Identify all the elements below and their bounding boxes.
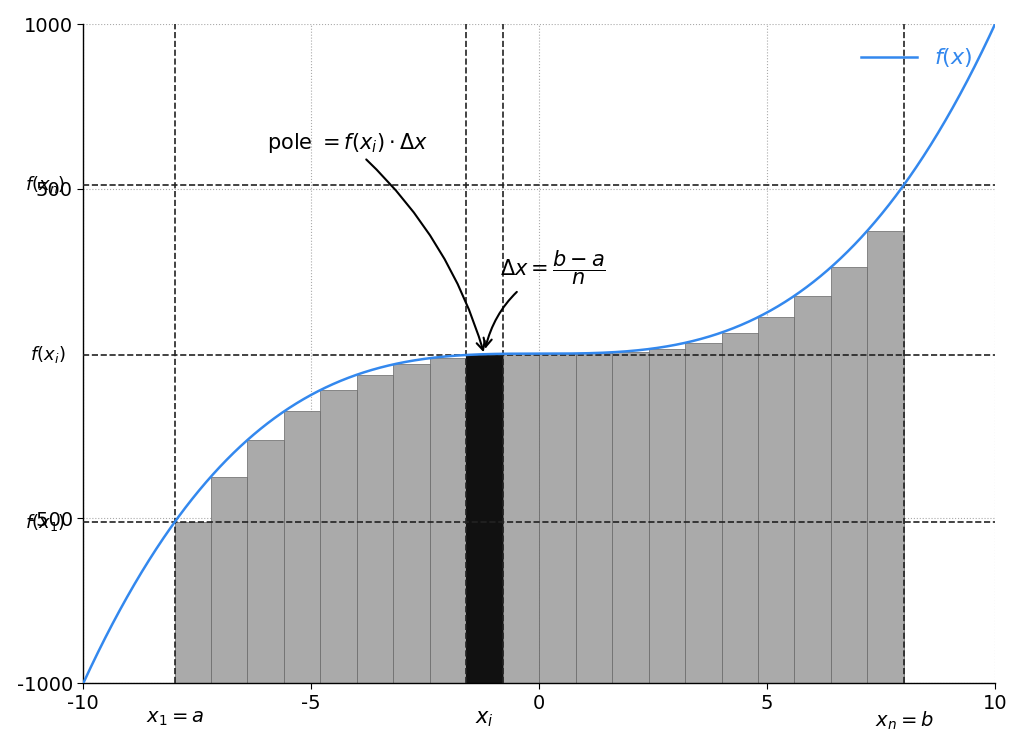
Bar xyxy=(648,349,685,683)
Bar xyxy=(722,332,758,683)
$f(x)$ xyxy=(497,349,509,358)
Bar xyxy=(211,477,248,683)
Line: $f(x)$: $f(x)$ xyxy=(83,24,995,683)
Bar xyxy=(466,355,503,683)
Text: $x_n{=}b$: $x_n{=}b$ xyxy=(874,709,933,732)
Text: $\Delta x{=}\dfrac{b-a}{n}$: $\Delta x{=}\dfrac{b-a}{n}$ xyxy=(483,249,606,346)
Bar xyxy=(575,353,612,683)
Bar xyxy=(321,390,356,683)
Text: $x_1{=}a$: $x_1{=}a$ xyxy=(145,709,204,729)
Bar xyxy=(867,231,904,683)
Bar xyxy=(612,352,648,683)
Text: $f(x_1)$: $f(x_1)$ xyxy=(26,512,66,533)
Legend: $f(x)$: $f(x)$ xyxy=(850,35,984,80)
Bar xyxy=(758,317,795,683)
Bar xyxy=(393,364,430,683)
$f(x)$ xyxy=(77,679,89,688)
Text: $f(x_i)$: $f(x_i)$ xyxy=(30,344,66,366)
$f(x)$ xyxy=(963,74,975,83)
Bar xyxy=(685,343,722,683)
$f(x)$ xyxy=(124,588,136,597)
Bar xyxy=(430,358,466,683)
Text: $f(x_n)$: $f(x_n)$ xyxy=(26,174,66,195)
Text: pole $= f(x_i)\cdot\Delta x$: pole $= f(x_i)\cdot\Delta x$ xyxy=(267,131,484,350)
Bar xyxy=(830,267,867,683)
Bar xyxy=(248,440,284,683)
Text: $x_i$: $x_i$ xyxy=(475,709,494,729)
$f(x)$ xyxy=(795,287,807,296)
Bar xyxy=(540,354,575,683)
Bar xyxy=(503,354,540,683)
Bar xyxy=(356,375,393,683)
$f(x)$ xyxy=(989,19,1001,28)
$f(x)$ xyxy=(962,74,974,83)
$f(x)$ xyxy=(520,349,532,358)
Bar xyxy=(174,522,211,683)
Bar xyxy=(284,411,321,683)
Bar xyxy=(795,296,830,683)
